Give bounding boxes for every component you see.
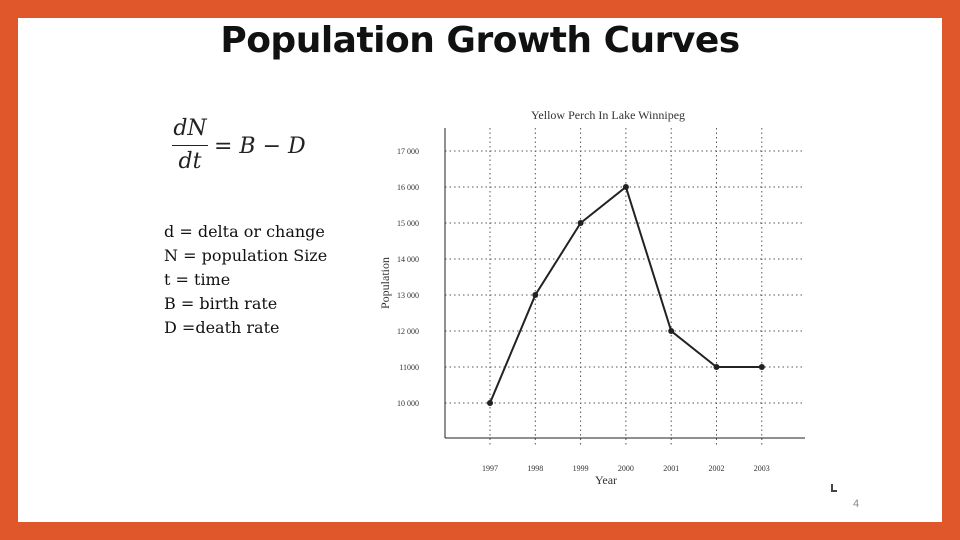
y-tick-label: 16 000 xyxy=(397,183,419,192)
formula-denominator: dt xyxy=(178,149,202,174)
data-point xyxy=(532,292,539,298)
definition-item: N = population Size xyxy=(164,246,328,265)
y-tick-label: 11000 xyxy=(399,363,419,372)
data-point xyxy=(668,328,675,334)
x-tick-label: 1999 xyxy=(573,464,589,473)
x-axis-label: Year xyxy=(595,473,617,487)
series-layer xyxy=(487,184,765,406)
x-tick-label: 2003 xyxy=(754,464,770,473)
data-point xyxy=(487,400,493,406)
chart-title: Yellow Perch In Lake Winnipeg xyxy=(531,108,685,122)
fraction-bar xyxy=(172,145,208,146)
tick-labels: 10 000 11000 12 000 13 000 14 000 15 000 16 00… xyxy=(397,147,770,473)
formula-fraction: dN dt xyxy=(172,116,208,175)
definition-item: B = birth rate xyxy=(164,294,278,313)
y-tick-label: 15 000 xyxy=(397,219,419,228)
data-point xyxy=(577,220,584,226)
y-tick-label: 10 000 xyxy=(397,399,419,408)
x-tick-label: 2001 xyxy=(663,464,679,473)
line-chart: Yellow Perch In Lake Winnipeg Population… xyxy=(378,108,805,487)
grid-layer xyxy=(445,128,805,446)
definition-item: D =death rate xyxy=(164,318,280,337)
data-point xyxy=(622,184,629,190)
definitions-list: d = delta or change N = population Size … xyxy=(164,220,327,340)
data-point xyxy=(758,364,765,370)
definition-item: d = delta or change xyxy=(164,222,325,241)
axes-layer xyxy=(444,128,805,439)
page-number: 4 xyxy=(853,498,860,510)
y-axis-label: Population xyxy=(378,257,392,309)
slide-mark-icon xyxy=(831,484,837,492)
y-tick-label: 12 000 xyxy=(397,327,419,336)
x-tick-label: 1997 xyxy=(482,464,498,473)
data-point xyxy=(713,364,720,370)
x-tick-label: 2000 xyxy=(618,464,634,473)
slide-title: Population Growth Curves xyxy=(220,20,740,61)
formula-numerator: dN xyxy=(173,116,207,141)
y-tick-label: 13 000 xyxy=(397,291,419,300)
definition-item: t = time xyxy=(164,270,231,289)
x-tick-label: 2002 xyxy=(709,464,725,473)
y-tick-label: 14 000 xyxy=(397,255,419,264)
x-tick-label: 1998 xyxy=(527,464,543,473)
y-tick-label: 17 000 xyxy=(397,147,419,156)
formula-rhs: = B − D xyxy=(214,134,306,159)
